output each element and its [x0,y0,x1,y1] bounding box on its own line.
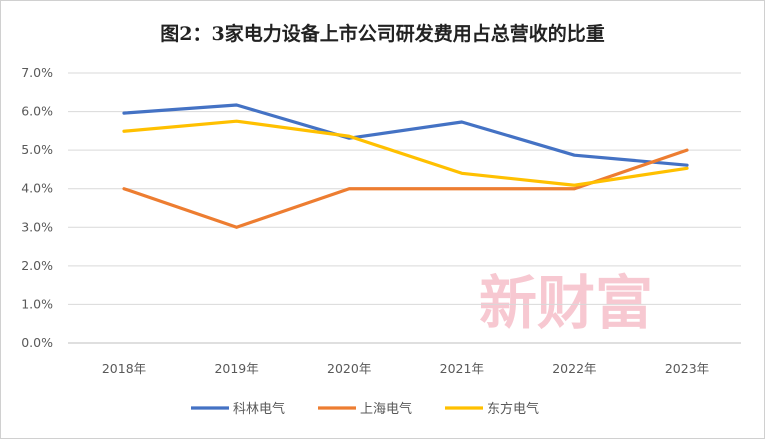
y-tick-label: 2.0% [21,258,53,273]
series-line-3 [122,119,689,187]
legend-label: 上海电气 [360,401,412,417]
y-tick-label: 1.0% [21,296,53,311]
watermark: 新财富 [479,269,653,337]
y-tick-label: 6.0% [21,104,53,119]
x-tick-label: 2018年 [102,361,146,376]
y-tick-label: 3.0% [21,219,53,234]
y-tick-label: 4.0% [21,181,53,196]
x-tick-label: 2021年 [440,361,484,376]
y-tick-label: 0.0% [21,335,53,350]
x-tick-label: 2019年 [214,361,258,376]
chart-title: 图2：3家电力设备上市公司研发费用占总营收的比重 [160,23,605,45]
x-tick-label: 2023年 [665,361,709,376]
series-line-1 [122,103,689,167]
x-tick-label: 2022年 [552,361,596,376]
x-tick-label: 2020年 [327,361,371,376]
legend-label: 东方电气 [487,401,539,417]
y-tick-label: 5.0% [21,142,53,157]
y-tick-label: 7.0% [21,65,53,80]
legend-label: 科林电气 [233,401,285,417]
